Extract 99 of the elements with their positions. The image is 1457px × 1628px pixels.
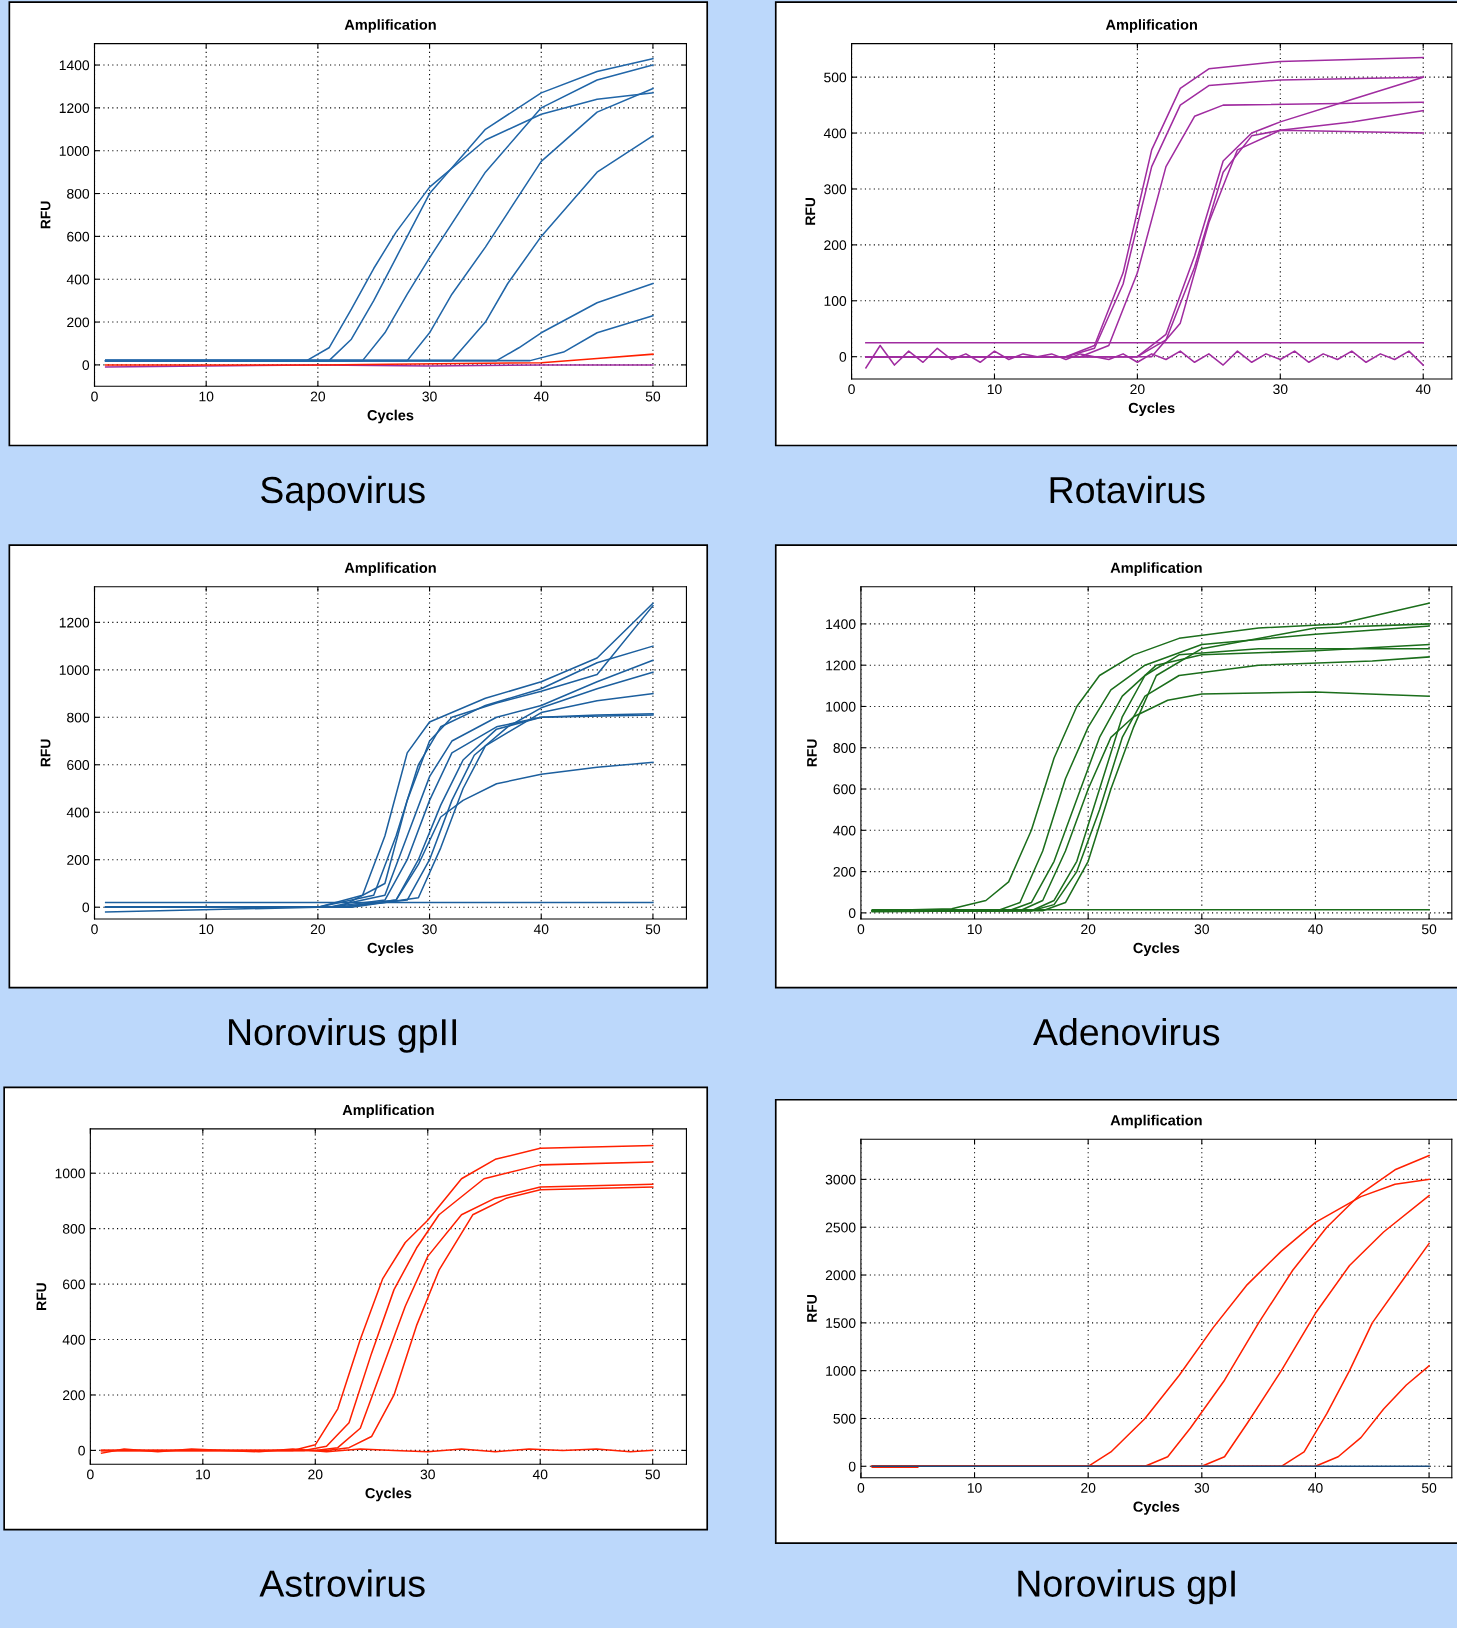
- y-tick-label: 600: [63, 1279, 85, 1290]
- y-tick-label: 400: [833, 825, 856, 836]
- y-axis-title: RFU: [40, 201, 51, 229]
- y-tick-label: 3000: [825, 1174, 856, 1185]
- chart-title: Amplification: [344, 562, 436, 576]
- text: Rotavirus: [1050, 475, 1205, 504]
- x-tick-label: 20: [310, 391, 326, 402]
- y-tick-label: 500: [824, 72, 847, 83]
- x-axis-title: Cycles: [1133, 1501, 1180, 1515]
- x-tick-label: 30: [420, 1469, 435, 1480]
- x-tick-label: 20: [1130, 384, 1145, 395]
- y-tick-label: 400: [66, 274, 90, 285]
- y-tick-label: 600: [67, 760, 90, 770]
- x-axis-title: Cycles: [365, 1487, 412, 1502]
- y-tick-label: 1500: [826, 1318, 856, 1329]
- x-tick-label: 40: [533, 391, 549, 402]
- y-axis-title: RFU: [36, 1283, 47, 1310]
- x-tick-label: 50: [1421, 1483, 1437, 1493]
- chart-title: Amplification: [1110, 562, 1202, 576]
- y-axis-title: RFU: [807, 1295, 817, 1322]
- chart-title: Amplification: [342, 1104, 434, 1118]
- y-tick-label: 1000: [826, 1365, 856, 1376]
- x-tick-label: 10: [967, 1483, 982, 1493]
- y-tick-label: 0: [78, 1445, 85, 1456]
- x-tick-label: 10: [196, 1469, 210, 1480]
- x-tick-label: 40: [1308, 924, 1323, 935]
- x-tick-label: 40: [532, 1469, 548, 1480]
- x-axis-title: Cycles: [367, 409, 414, 424]
- y-tick-label: 600: [67, 231, 90, 242]
- y-tick-label: 800: [67, 712, 90, 723]
- y-tick-label: 0: [82, 360, 90, 371]
- x-tick-label: 40: [533, 924, 549, 935]
- y-axis-title: RFU: [805, 197, 816, 225]
- y-tick-label: 1400: [59, 60, 90, 71]
- y-tick-label: 400: [66, 807, 90, 818]
- y-tick-label: 0: [848, 1461, 856, 1472]
- y-tick-label: 0: [839, 352, 847, 362]
- y-tick-label: 200: [67, 317, 90, 328]
- y-tick-label: 400: [62, 1334, 85, 1345]
- y-tick-label: 1200: [826, 660, 856, 671]
- x-tick-label: 30: [422, 391, 437, 402]
- x-tick-label: 0: [91, 391, 98, 402]
- x-tick-label: 20: [308, 1469, 323, 1480]
- y-tick-label: 0: [82, 902, 90, 913]
- y-tick-label: 200: [63, 1390, 85, 1401]
- y-tick-label: 1400: [826, 619, 856, 630]
- text: Adenovirus: [1033, 1017, 1220, 1046]
- y-tick-label: 800: [62, 1223, 85, 1234]
- y-tick-label: 500: [833, 1413, 856, 1424]
- x-axis-title: Cycles: [367, 942, 414, 957]
- y-tick-label: 2000: [825, 1270, 856, 1281]
- chart-title: Amplification: [344, 19, 436, 33]
- x-tick-label: 30: [1194, 924, 1209, 935]
- y-tick-label: 1000: [55, 1168, 85, 1179]
- x-tick-label: 0: [857, 924, 865, 935]
- y-axis-title: RFU: [807, 739, 817, 767]
- x-tick-label: 0: [857, 1483, 865, 1493]
- x-tick-label: 0: [91, 924, 98, 935]
- x-tick-label: 50: [1421, 924, 1437, 935]
- x-tick-label: 20: [310, 924, 326, 935]
- y-tick-label: 200: [833, 866, 856, 877]
- y-tick-label: 200: [67, 855, 90, 865]
- x-tick-label: 30: [422, 924, 437, 935]
- y-tick-label: 1000: [59, 665, 90, 675]
- y-tick-label: 2500: [825, 1222, 856, 1233]
- x-tick-label: 10: [967, 924, 982, 935]
- x-tick-label: 10: [987, 384, 1002, 395]
- y-tick-label: 100: [824, 296, 847, 306]
- chart-title: Amplification: [1105, 19, 1197, 33]
- x-axis-title: Cycles: [1133, 942, 1180, 957]
- text: Astrovirus: [259, 1569, 425, 1597]
- y-tick-label: 300: [824, 184, 847, 195]
- x-tick-label: 30: [1273, 384, 1288, 395]
- y-tick-label: 800: [833, 743, 856, 753]
- x-tick-label: 40: [1308, 1483, 1323, 1493]
- chart-title: Amplification: [1110, 1114, 1202, 1129]
- y-tick-label: 1200: [59, 103, 90, 114]
- y-tick-label: 1000: [59, 146, 90, 156]
- y-tick-label: 800: [67, 188, 90, 199]
- text: Norovirus gpII: [229, 1017, 456, 1053]
- x-tick-label: 50: [645, 924, 661, 935]
- y-axis-title: RFU: [40, 739, 51, 767]
- y-tick-label: 600: [833, 784, 856, 795]
- y-tick-label: 200: [824, 240, 847, 251]
- x-tick-label: 10: [199, 391, 214, 402]
- x-tick-label: 20: [1081, 1483, 1096, 1493]
- x-tick-label: 40: [1415, 384, 1431, 395]
- y-tick-label: 1000: [826, 701, 856, 712]
- y-tick-label: 0: [848, 908, 856, 919]
- x-axis-title: Cycles: [1128, 402, 1175, 417]
- text: Norovirus gpI: [1018, 1569, 1235, 1605]
- x-tick-label: 50: [645, 1469, 660, 1480]
- y-tick-label: 1200: [59, 617, 90, 628]
- x-tick-label: 30: [1194, 1483, 1209, 1493]
- text: Sapovirus: [261, 475, 425, 511]
- x-tick-label: 10: [199, 924, 214, 935]
- x-tick-label: 20: [1081, 924, 1096, 935]
- x-tick-label: 50: [645, 391, 661, 402]
- y-tick-label: 400: [823, 128, 847, 139]
